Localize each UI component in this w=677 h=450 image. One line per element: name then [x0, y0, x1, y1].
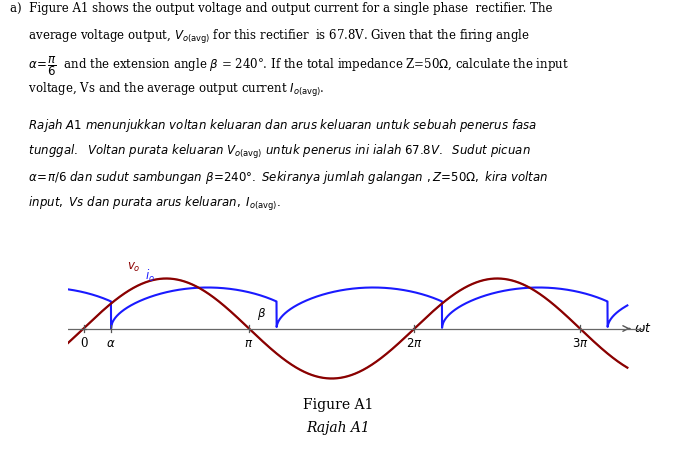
- Text: $\alpha\!=\!\dfrac{\pi}{6}$  and the extension angle $\beta$ = 240°. If the tota: $\alpha\!=\!\dfrac{\pi}{6}$ and the exte…: [10, 54, 569, 78]
- Text: $\alpha$: $\alpha$: [106, 337, 116, 350]
- Text: $\pi$: $\pi$: [244, 337, 254, 350]
- Text: a)  Figure A1 shows the output voltage and output current for a single phase  re: a) Figure A1 shows the output voltage an…: [10, 2, 552, 15]
- Text: $\it{tunggal.\ \ Voltan\ purata\ keluaran\ }$$V_{o(\rm avg)}$$\it{\ untuk\ pener: $\it{tunggal.\ \ Voltan\ purata\ keluara…: [10, 143, 531, 161]
- Text: $2\pi$: $2\pi$: [406, 337, 423, 350]
- Text: $\it{Rajah\ A1\ menunjukkan\ voltan\ keluaran\ dan\ arus\ keluaran\ untuk\ sebua: $\it{Rajah\ A1\ menunjukkan\ voltan\ kel…: [10, 117, 537, 134]
- Text: average voltage output, $V_{o(\rm avg)}$ for this rectifier  is 67.8V. Given tha: average voltage output, $V_{o(\rm avg)}$…: [10, 28, 530, 46]
- Text: Rajah A1: Rajah A1: [307, 421, 370, 435]
- Text: $\beta$: $\beta$: [257, 306, 266, 323]
- Text: $\it{input,\ Vs\ dan\ purata\ arus\ keluaran,\ }$$I_{o(\rm avg)}$$\it{.}$: $\it{input,\ Vs\ dan\ purata\ arus\ kelu…: [10, 195, 281, 213]
- Text: voltage, Vs and the average output current $I_{o(\rm avg)}$.: voltage, Vs and the average output curre…: [10, 81, 325, 99]
- Text: Figure A1: Figure A1: [303, 398, 374, 412]
- Text: $v_o$: $v_o$: [127, 261, 141, 274]
- Text: 0: 0: [80, 337, 87, 350]
- Text: $3\pi$: $3\pi$: [571, 337, 588, 350]
- Text: $i_o$: $i_o$: [146, 268, 155, 284]
- Text: $\omega t$: $\omega t$: [634, 322, 651, 335]
- Text: $\it{\alpha\!=\!\pi/6\ dan\ sudut\ sambungan\ \beta\!=\!240°.\ Sekiranya\ jumlah: $\it{\alpha\!=\!\pi/6\ dan\ sudut\ sambu…: [10, 169, 548, 186]
